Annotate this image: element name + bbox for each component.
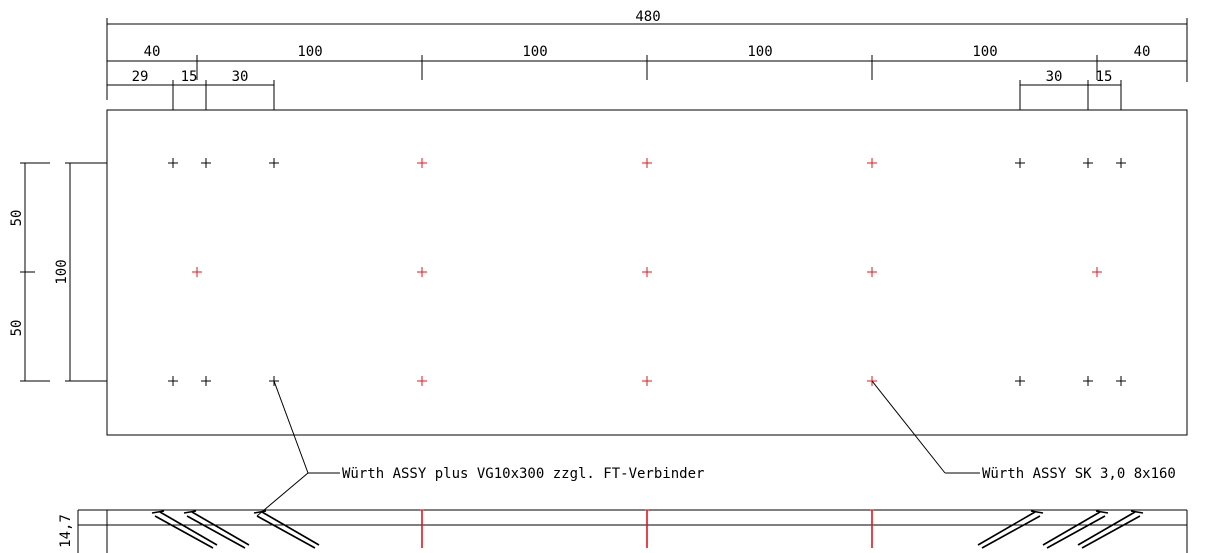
dim-row2-5: 40 <box>1134 44 1151 60</box>
dim-row3-left-1: 15 <box>181 69 198 85</box>
screw-marker-top-5 <box>1116 158 1126 168</box>
screw-marker-red-mid-2 <box>867 267 877 277</box>
screw-marker-red-bottom-1 <box>642 376 652 386</box>
dimension-lines <box>20 18 1188 382</box>
screw-marker-red-left <box>192 267 202 277</box>
dim-overall: 480 <box>635 9 660 25</box>
screw-marker-red-right <box>1092 267 1102 277</box>
dim-row3-left-2: 30 <box>232 69 249 85</box>
screw-marker-red-top-0 <box>417 158 427 168</box>
inclined-screw-left-2 <box>253 510 320 549</box>
inclined-screw-right-1 <box>1042 510 1109 549</box>
leader-left <box>256 380 340 517</box>
vertical-screw-2 <box>870 509 874 548</box>
screw-marker-red-bottom-0 <box>417 376 427 386</box>
screw-marker-bottom-0 <box>168 376 178 386</box>
screw-marker-bottom-1 <box>201 376 211 386</box>
annotation-left: Würth ASSY plus VG10x300 zzgl. FT-Verbin… <box>342 466 704 482</box>
inclined-screw-left-0 <box>151 510 218 549</box>
vertical-screw-0 <box>420 509 424 548</box>
dim-section-left: 14,7 <box>58 514 74 548</box>
screw-marker-bottom-3 <box>1015 376 1025 386</box>
dim-row2-1: 100 <box>297 44 322 60</box>
dim-row2-4: 100 <box>972 44 997 60</box>
screw-marker-top-1 <box>201 158 211 168</box>
dim-row2-3: 100 <box>747 44 772 60</box>
plan-outline <box>106 109 1188 436</box>
dim-row3-right-1: 15 <box>1096 69 1113 85</box>
screw-marker-bottom-5 <box>1116 376 1126 386</box>
screws-layer <box>151 158 1144 549</box>
leader-right <box>871 380 980 474</box>
dim-row3-right-0: 30 <box>1046 69 1063 85</box>
dim-row3-left-0: 29 <box>132 69 149 85</box>
dim-vertical-part-bottom: 50 <box>9 320 25 337</box>
section-view <box>77 509 1188 553</box>
screw-marker-top-4 <box>1083 158 1093 168</box>
dim-vertical-total: 100 <box>54 259 70 284</box>
inclined-screw-right-0 <box>977 510 1044 549</box>
screw-marker-top-2 <box>269 158 279 168</box>
screw-marker-red-top-2 <box>867 158 877 168</box>
screw-marker-red-mid-0 <box>417 267 427 277</box>
annotation-right: Würth ASSY SK 3,0 8x160 <box>982 466 1176 482</box>
dim-vertical-part-top: 50 <box>9 210 25 227</box>
dim-row2-2: 100 <box>522 44 547 60</box>
screw-marker-bottom-4 <box>1083 376 1093 386</box>
inclined-screw-left-1 <box>183 510 250 549</box>
screw-marker-top-3 <box>1015 158 1025 168</box>
dim-row2-0: 40 <box>144 44 161 60</box>
inclined-screw-right-2 <box>1077 510 1144 549</box>
vertical-screw-1 <box>645 509 649 548</box>
screw-marker-red-top-1 <box>642 158 652 168</box>
screw-marker-red-mid-1 <box>642 267 652 277</box>
screw-marker-top-0 <box>168 158 178 168</box>
